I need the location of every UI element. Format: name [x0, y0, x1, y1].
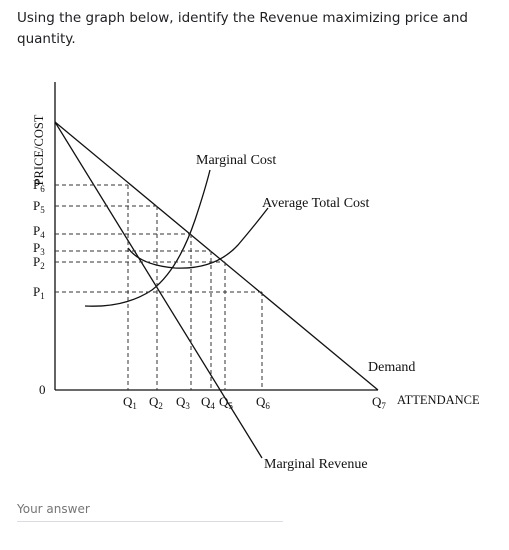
marginal-cost-label: Marginal Cost: [196, 153, 276, 168]
quantity-label-q1: Q1: [123, 394, 137, 411]
price-labels: P6 P5 P4 P3 P2 P1: [33, 177, 45, 301]
quantity-label-q7: Q7: [372, 394, 386, 411]
quantity-label-q6: Q6: [256, 394, 270, 411]
quantity-labels: Q1 Q2 Q3 Q4 Q5 Q6 Q7: [123, 394, 386, 411]
price-label-p5: P5: [33, 198, 45, 215]
question-text: Using the graph below, identify the Reve…: [17, 10, 469, 47]
price-label-p4: P4: [33, 223, 45, 240]
marginal-cost-curve: [84, 169, 211, 307]
price-label-p3: P3: [33, 240, 45, 257]
price-label-p6: P6: [33, 177, 45, 194]
quantity-label-q2: Q2: [149, 394, 163, 411]
origin-label: 0: [39, 382, 46, 397]
y-axis-label: PRICE/COST: [32, 114, 46, 185]
price-label-p2: P2: [33, 254, 45, 271]
marginal-revenue-curve: [54, 121, 263, 459]
marginal-revenue-label: Marginal Revenue: [264, 457, 368, 472]
x-axis-label: ATTENDANCE: [397, 393, 480, 407]
quantity-label-q4: Q4: [201, 394, 215, 411]
answer-input[interactable]: [17, 497, 283, 522]
quantity-label-q3: Q3: [176, 394, 190, 411]
average-total-cost-label: Average Total Cost: [262, 196, 369, 211]
demand-curve: [54, 121, 379, 391]
economics-graph: PRICE/COST 0 P6 P5 P4 P3 P2 P1 Q1 Q2 Q3 …: [32, 82, 480, 472]
demand-label: Demand: [368, 360, 415, 375]
average-total-cost-curve: [127, 207, 269, 269]
price-label-p1: P1: [33, 284, 45, 301]
quantity-label-q5: Q5: [219, 394, 233, 411]
